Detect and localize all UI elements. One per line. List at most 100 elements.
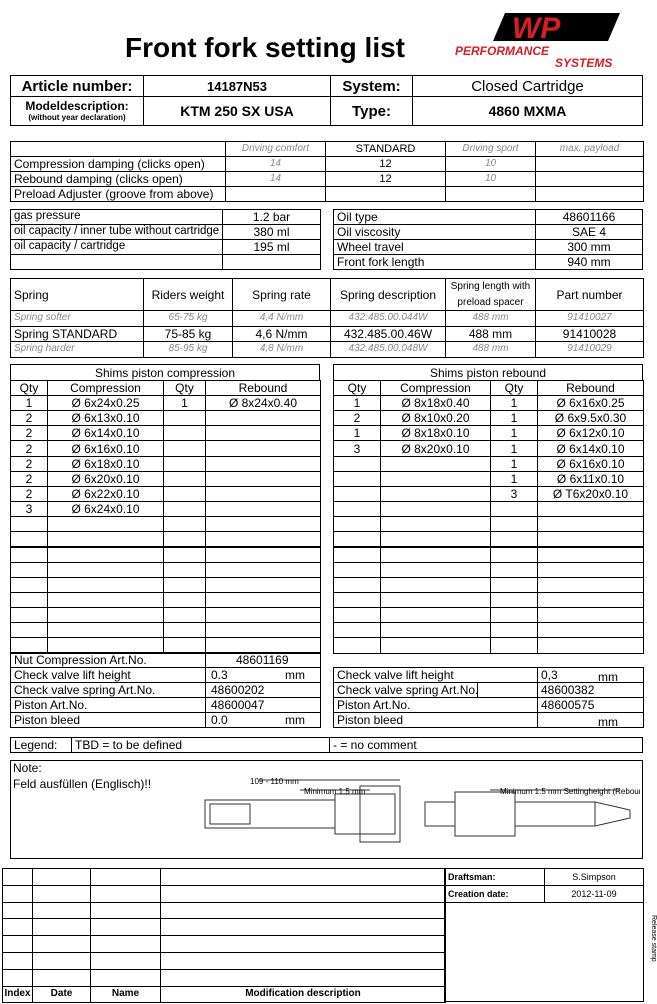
cell-text: Type: — [330, 96, 413, 126]
cell-text: - = no comment — [329, 737, 643, 753]
cell — [90, 935, 161, 953]
cell-text: 2 — [333, 410, 381, 427]
cell — [490, 561, 538, 578]
cell — [32, 968, 91, 987]
cell — [163, 561, 206, 578]
cell-text: Oil viscosity — [333, 224, 536, 240]
model-text: (without year declaration) — [28, 113, 126, 122]
cell — [2, 884, 33, 903]
cell-text: Ø 6x22x0.10 — [47, 485, 164, 503]
cell-text: 12 — [325, 171, 446, 187]
cell — [205, 531, 321, 548]
cell-text: Ø 6x20x0.10 — [47, 470, 164, 487]
cell-text: Ø 6x9.5x0.30 — [537, 410, 644, 427]
cell-text: Preload Adjuster (groove from above) — [10, 186, 226, 202]
cell — [163, 440, 206, 457]
cell-text: Compression — [380, 380, 491, 396]
cell-text: 48600047 — [205, 697, 321, 713]
cell-text: Qty — [10, 380, 48, 396]
cell-text: Ø 6x11x0.10 — [537, 470, 644, 487]
cell-text: System: — [330, 75, 413, 97]
cell — [10, 607, 48, 624]
cell-text: Qty — [163, 380, 206, 396]
cell-text: Ø 6x12x0.10 — [537, 425, 644, 442]
cell-text: Modification description — [160, 985, 446, 1004]
cell — [325, 186, 446, 202]
title: Front fork setting list — [125, 32, 405, 63]
cell — [537, 607, 644, 624]
cell-text: Ø 6x14x0.10 — [47, 425, 164, 442]
cell-text: Rebound — [205, 380, 321, 396]
cell-text: Spring rate — [232, 278, 331, 311]
cell — [205, 410, 321, 427]
cell-text: Piston Art.No. — [333, 697, 538, 713]
cell-text: 3 — [490, 485, 538, 503]
cell-text: Date — [32, 985, 91, 1004]
cell — [47, 591, 164, 609]
cell — [380, 561, 491, 578]
cell — [380, 637, 491, 654]
cell — [490, 531, 538, 548]
cell — [333, 501, 381, 518]
cell — [10, 516, 48, 533]
cell — [490, 576, 538, 593]
cell — [537, 712, 644, 728]
cell — [380, 455, 491, 472]
cell — [10, 622, 48, 639]
cell — [380, 546, 491, 563]
cell-text: Check valve lift height — [333, 667, 538, 683]
cell — [380, 531, 491, 548]
cell — [333, 561, 381, 578]
cell-text: 48601166 — [535, 209, 643, 225]
cell — [333, 485, 381, 503]
cell — [333, 576, 381, 593]
cell — [32, 952, 91, 970]
cell-text: 488 mm — [445, 341, 536, 358]
cell-text: 2 — [10, 485, 48, 503]
cell — [380, 470, 491, 487]
cell — [90, 952, 161, 970]
stamp-box — [444, 902, 644, 1002]
cell-text: 1 — [333, 395, 381, 412]
cell — [2, 918, 33, 937]
cell — [333, 531, 381, 548]
dimension-label: Minimum 1.5 mm Settingheight (Rebound) — [500, 787, 640, 796]
cell — [47, 516, 164, 533]
cell — [205, 425, 321, 442]
cell — [333, 637, 381, 654]
cell-text: 432.485.00.048W — [330, 341, 446, 358]
cell-text: Closed Cartridge — [412, 75, 643, 97]
cell-text: Ø 6x13x0.10 — [47, 410, 164, 427]
logo-line2: SYSTEMS — [555, 56, 612, 70]
cell-text: Ø 6x24x0.25 — [47, 395, 164, 412]
cell-text: Name — [90, 985, 161, 1004]
cell — [380, 516, 491, 533]
dimension-label: 109 - 110 mm — [250, 777, 299, 786]
logo-line1: PERFORMANCE — [455, 44, 550, 58]
model-text: Modeldescription: — [25, 99, 129, 113]
cell — [490, 501, 538, 518]
cell — [535, 186, 644, 202]
cell — [205, 607, 321, 624]
cell — [537, 561, 644, 578]
cell — [10, 141, 226, 157]
cell — [205, 546, 321, 563]
cell-text: 380 ml — [222, 224, 321, 240]
cell — [2, 968, 33, 987]
cell — [32, 918, 91, 937]
cell-text: mm — [285, 668, 305, 682]
cell-text: 14 — [225, 171, 326, 187]
cell — [90, 918, 161, 937]
cell-text: 1 — [490, 395, 538, 412]
cell-text: Front fork length — [333, 254, 536, 270]
cell-text: 10 — [445, 156, 536, 172]
cell-text: max. payload — [535, 141, 644, 157]
cell-text: 1 — [10, 395, 48, 412]
cell-text: 488 mm — [445, 310, 536, 327]
cell-text: 65-75 kg — [143, 310, 233, 327]
cell — [537, 546, 644, 563]
cell — [333, 591, 381, 609]
cell — [47, 531, 164, 548]
cell-text: 0.0 — [205, 712, 321, 728]
